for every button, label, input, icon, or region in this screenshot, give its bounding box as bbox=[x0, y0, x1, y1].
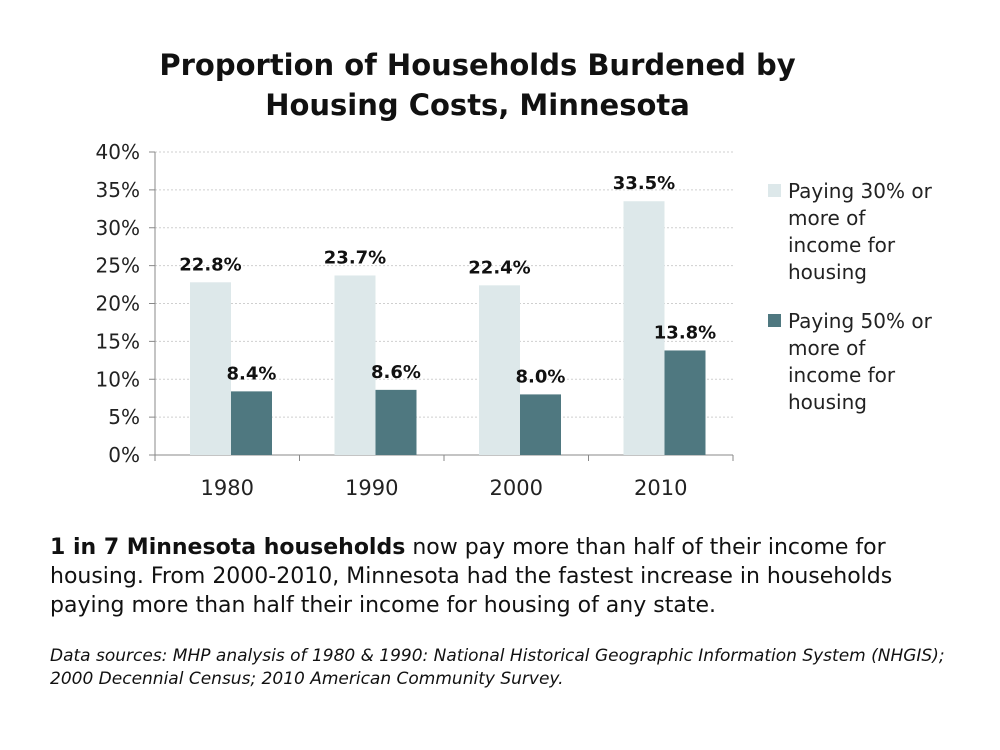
data-label: 8.4% bbox=[227, 363, 277, 384]
caption-bold: 1 in 7 Minnesota households bbox=[50, 535, 406, 560]
x-tick-label: 2010 bbox=[634, 476, 687, 500]
legend-label-line: more of bbox=[788, 206, 866, 230]
caption: 1 in 7 Minnesota households now pay more… bbox=[50, 533, 950, 620]
legend-label-line: income for bbox=[788, 363, 896, 387]
x-tick-label: 1990 bbox=[345, 476, 398, 500]
chart-title-line-2: Housing Costs, Minnesota bbox=[265, 88, 690, 122]
y-tick-label: 25% bbox=[96, 254, 140, 278]
bar-30-percent bbox=[334, 275, 376, 455]
data-label: 22.4% bbox=[468, 257, 530, 278]
legend-swatch-30-percent bbox=[768, 184, 781, 197]
legend-label-line: Paying 30% or bbox=[788, 179, 932, 203]
bar-30-percent bbox=[623, 201, 665, 455]
bar-50-percent bbox=[520, 394, 561, 455]
bar-50-percent bbox=[375, 389, 417, 455]
legend-label-30-percent: Paying 30% or more of income for housing bbox=[788, 178, 948, 286]
bar-30-percent bbox=[479, 285, 520, 455]
y-tick-label: 20% bbox=[96, 292, 140, 316]
legend-label-line: housing bbox=[788, 390, 867, 414]
legend-item-30-percent: Paying 30% or more of income for housing bbox=[768, 178, 988, 286]
y-tick-label: 40% bbox=[96, 140, 140, 164]
bar-30-percent bbox=[190, 282, 231, 455]
data-label: 8.0% bbox=[516, 366, 566, 387]
y-tick-label: 30% bbox=[96, 216, 140, 240]
chart-title: Proportion of Households Burdened by Hou… bbox=[0, 45, 955, 125]
y-tick-label: 35% bbox=[96, 178, 140, 202]
bar-50-percent bbox=[664, 350, 706, 455]
bar-50-percent bbox=[231, 391, 272, 455]
chart-title-line-1: Proportion of Households Burdened by bbox=[159, 48, 796, 82]
legend-label-line: more of bbox=[788, 336, 866, 360]
y-tick-label: 5% bbox=[108, 405, 140, 429]
chart-legend: Paying 30% or more of income for housing… bbox=[768, 178, 988, 438]
data-label: 22.8% bbox=[179, 254, 241, 275]
x-tick-label: 1980 bbox=[201, 476, 254, 500]
data-label: 33.5% bbox=[613, 173, 675, 194]
legend-label-line: housing bbox=[788, 260, 867, 284]
data-label: 8.6% bbox=[371, 362, 421, 383]
y-tick-label: 15% bbox=[96, 329, 140, 353]
legend-label-line: income for bbox=[788, 233, 896, 257]
y-tick-label: 10% bbox=[96, 367, 140, 391]
data-label: 13.8% bbox=[654, 322, 716, 343]
legend-swatch-50-percent bbox=[768, 314, 781, 327]
y-tick-label: 0% bbox=[108, 443, 140, 467]
legend-item-50-percent: Paying 50% or more of income for housing bbox=[768, 308, 988, 416]
legend-label-line: Paying 50% or bbox=[788, 309, 932, 333]
caption-text: now pay more than half of their income f… bbox=[50, 535, 893, 618]
legend-label-50-percent: Paying 50% or more of income for housing bbox=[788, 308, 948, 416]
x-tick-label: 2000 bbox=[490, 476, 543, 500]
data-source-note: Data sources: MHP analysis of 1980 & 199… bbox=[50, 646, 945, 689]
bar-chart: 0% 5% 10% 15% 20% 25% 30% 35% 40% 1980 22.8% 8.4% 19… bbox=[96, 140, 734, 500]
data-label: 23.7% bbox=[324, 247, 386, 268]
